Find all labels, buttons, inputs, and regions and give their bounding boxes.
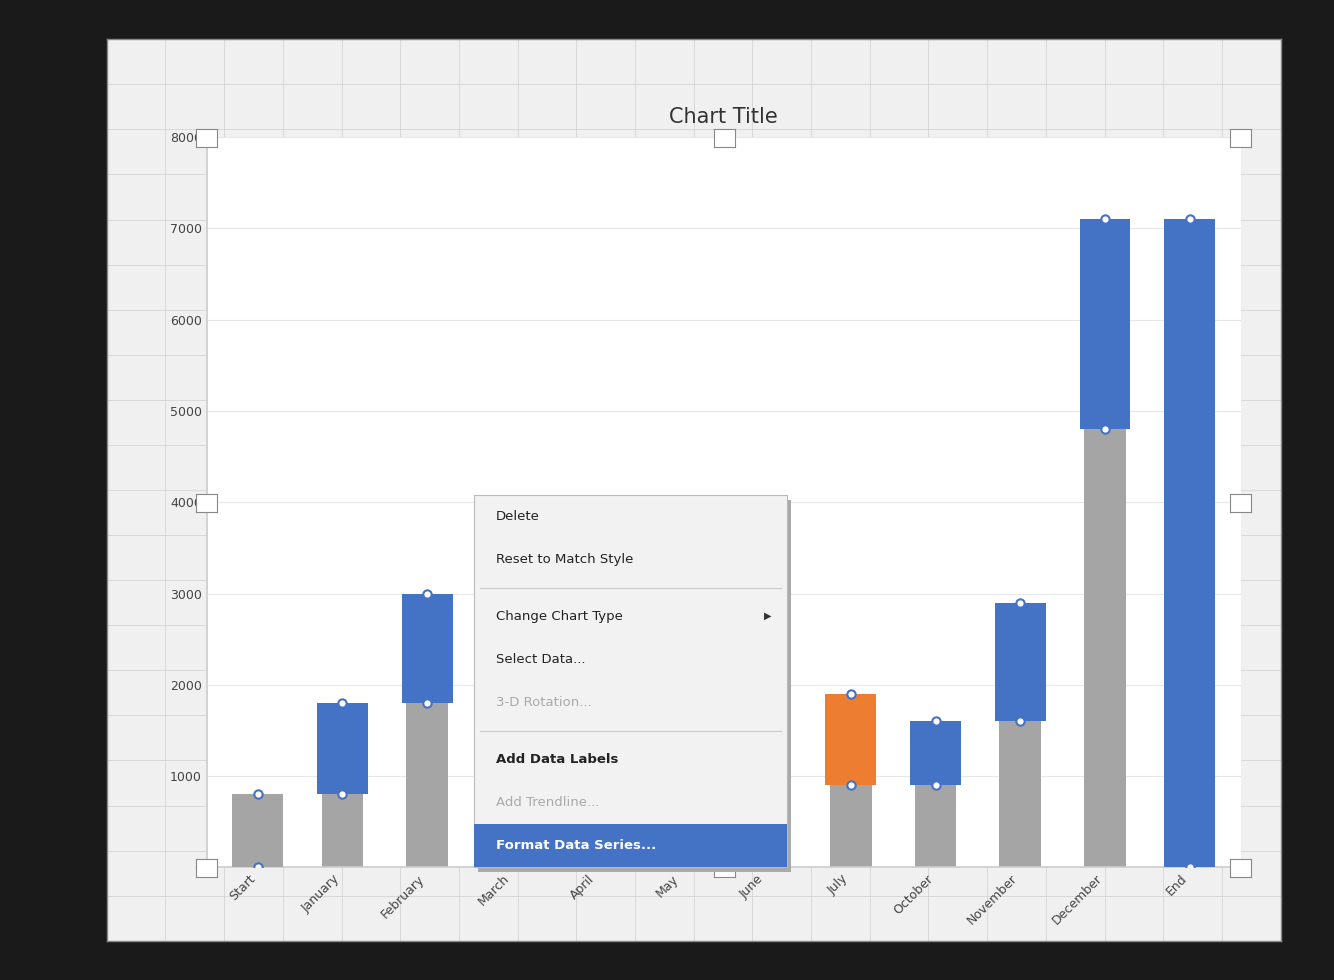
Text: Delete: Delete xyxy=(495,510,539,523)
Bar xyxy=(317,703,368,794)
Bar xyxy=(232,794,283,867)
Bar xyxy=(910,721,960,785)
Bar xyxy=(474,824,787,867)
Bar xyxy=(999,603,1041,867)
Text: Add Trendline...: Add Trendline... xyxy=(495,796,599,808)
Text: Add Data Labels: Add Data Labels xyxy=(495,753,618,765)
Bar xyxy=(1165,220,1215,867)
Bar xyxy=(1085,220,1126,867)
Text: 3-D Rotation...: 3-D Rotation... xyxy=(495,696,591,710)
Bar xyxy=(746,658,787,867)
Bar xyxy=(321,703,363,867)
Bar xyxy=(1079,220,1130,429)
Text: ▶: ▶ xyxy=(764,612,771,621)
Bar xyxy=(576,594,618,867)
Bar xyxy=(830,694,871,867)
Text: Change Chart Type: Change Chart Type xyxy=(495,610,623,622)
Title: Chart Title: Chart Title xyxy=(670,108,778,127)
Bar xyxy=(915,721,956,867)
Bar xyxy=(487,562,538,594)
Bar xyxy=(995,603,1046,721)
Bar xyxy=(660,612,702,867)
Bar xyxy=(740,658,791,694)
Text: Select Data...: Select Data... xyxy=(495,653,586,666)
Bar xyxy=(491,562,532,867)
Bar xyxy=(402,594,452,703)
Bar xyxy=(407,594,448,867)
Text: Format Data Series...: Format Data Series... xyxy=(495,839,656,853)
Bar xyxy=(826,694,876,785)
Bar xyxy=(656,612,707,658)
Text: Reset to Match Style: Reset to Match Style xyxy=(495,554,632,566)
Bar xyxy=(571,594,622,612)
